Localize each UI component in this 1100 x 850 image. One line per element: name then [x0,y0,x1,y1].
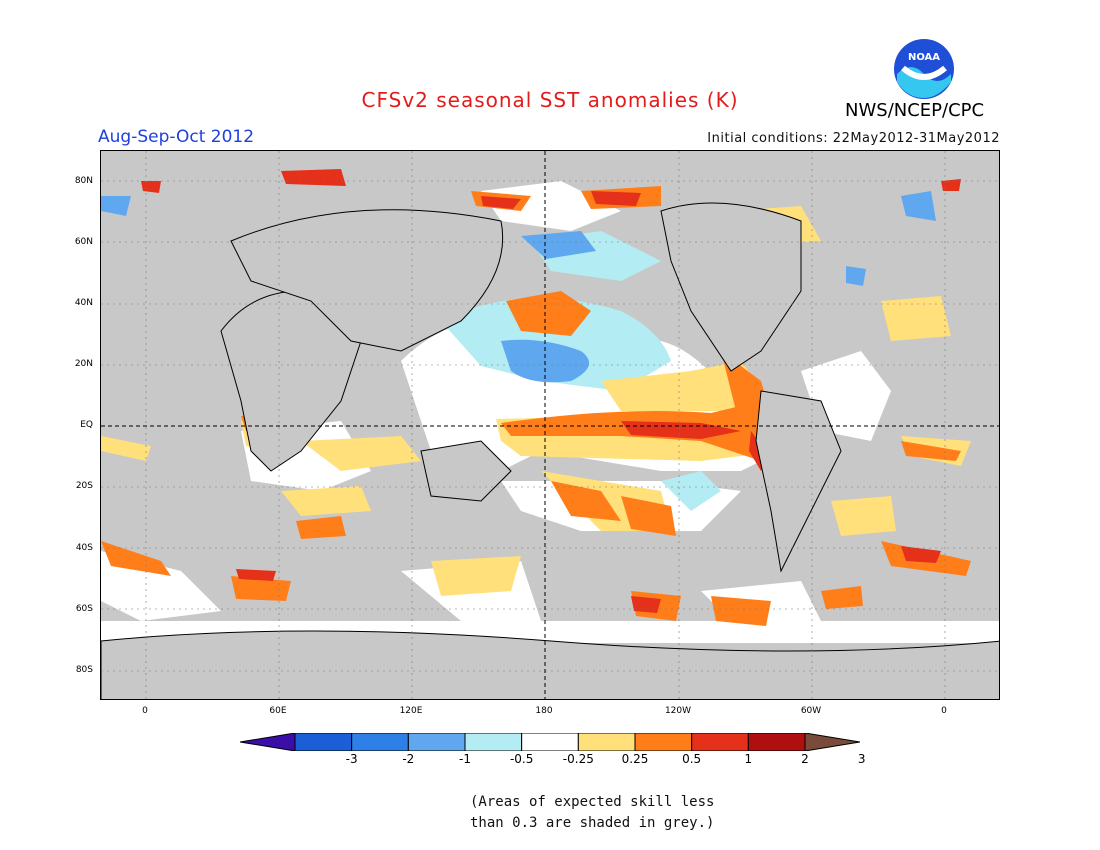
land-masses [101,202,999,699]
logo-text: NOAA [908,52,940,63]
colorbar-tick-label: 0.5 [682,752,702,766]
south-america-land [755,390,842,573]
lat-label-80n: 80N [74,176,93,186]
australia-land [420,440,512,502]
lon-label-180: 180 [535,706,553,716]
lat-label-80s: 80S [75,665,93,675]
colorbar-tick-label: 2 [801,752,809,766]
skill-note-line-1: (Areas of expected skill less [470,794,715,810]
lat-label-20s: 20S [75,481,93,491]
colorbar-swatch [634,732,693,752]
antarctica-land [101,630,999,699]
colorbar-tick-label: -3 [345,752,358,766]
forecast-period: Aug-Sep-Oct 2012 [98,127,255,147]
skill-note-line-2: than 0.3 are shaded in grey.) [470,815,715,831]
noaa-logo: NOAA [893,38,955,100]
colorbar-swatch [407,732,466,752]
lat-label-20n: 20N [74,359,93,369]
lat-label-40s: 40S [75,543,93,553]
colorbar-swatch [577,732,636,752]
colorbar-swatch [691,732,749,752]
lon-label-0: 0 [142,706,148,716]
initial-conditions: Initial conditions: 22May2012-31May2012 [707,131,1000,146]
colorbar-tick-label: 1 [744,752,753,766]
colorbar-tick-label: -1 [459,752,471,766]
colorbar-tick-label: -0.5 [509,752,534,766]
lat-label-60s: 60S [75,604,93,614]
colorbar-max-arrow [804,732,861,752]
lat-label-eq: EQ [80,420,93,430]
colorbar-tick-label: 3 [857,752,866,766]
colorbar-swatch [351,732,409,752]
equator-dateline [101,151,999,699]
colorbar [239,732,861,752]
skill-note: (Areas of expected skill less than 0.3 a… [470,792,730,834]
lon-label-60e: 60E [269,706,287,716]
colorbar-tick-label: -0.25 [562,752,594,766]
north-america-land [660,202,802,372]
colorbar-swatch [747,732,806,752]
colorbar-tick-label: 0.25 [621,752,649,766]
colorbar-swatch [521,732,579,752]
grid-lines [101,151,999,699]
colorbar-tick-label: -2 [402,752,415,766]
lon-label-60w: 60W [800,706,822,716]
lat-label-60n: 60N [74,237,93,247]
lat-label-40n: 40N [74,298,93,308]
sst-anomaly-map [100,150,1000,700]
lon-label-120e: 120E [399,706,423,716]
colorbar-swatch [294,732,353,752]
colorbar-swatch [464,732,523,752]
lon-label-120w: 120W [664,706,692,716]
colorbar-min-arrow [239,732,296,752]
lon-label-0-east: 0 [941,706,947,716]
eurasia-land [230,209,504,352]
agency-label: NWS/NCEP/CPC [845,100,985,121]
chart-title: CFSv2 seasonal SST anomalies (K) [361,88,739,112]
